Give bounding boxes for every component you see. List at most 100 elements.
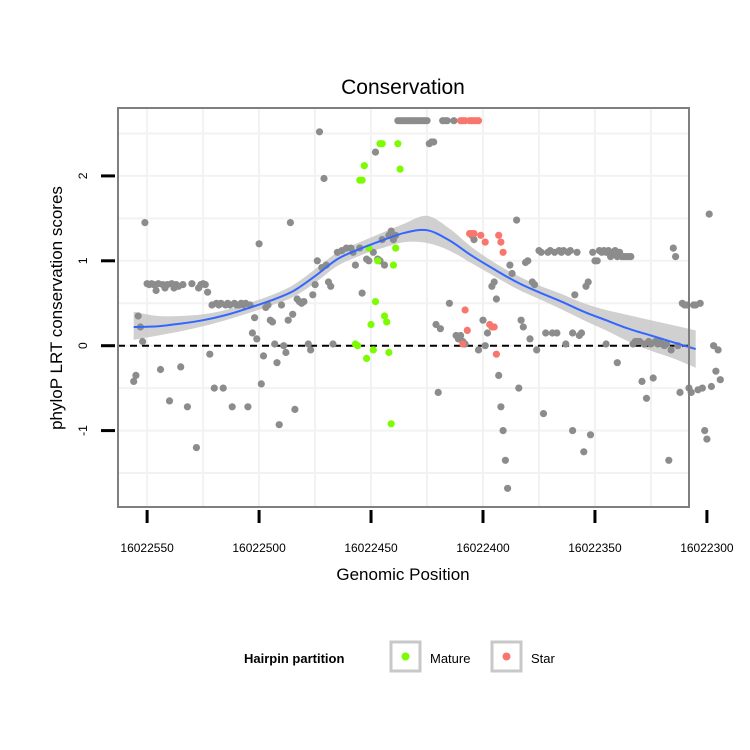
y-axis: -1 0 1 2 [76, 172, 115, 436]
data-point-other [369, 248, 377, 256]
data-point-other [483, 329, 492, 337]
data-point-other [304, 340, 312, 348]
legend-marker-star [502, 652, 511, 661]
data-point-other [436, 325, 444, 333]
data-point-other [667, 346, 675, 354]
x-tick-label: 16022350 [568, 541, 622, 555]
data-point-other [649, 374, 657, 382]
data-point-other [192, 444, 200, 452]
data-point-other [273, 359, 281, 367]
data-point-other [309, 291, 317, 299]
data-point-other [524, 257, 532, 265]
data-point-other [210, 384, 218, 392]
data-point-other [188, 280, 196, 288]
data-point-star [490, 323, 498, 331]
data-point-star [495, 231, 503, 239]
data-point-mature [354, 342, 362, 350]
x-axis-title: Genomic Position [336, 565, 469, 584]
data-point-other [580, 448, 588, 456]
data-point-other [589, 248, 597, 256]
data-point-other [179, 281, 187, 289]
data-point-mature [383, 318, 391, 326]
data-point-other [300, 298, 308, 306]
data-point-other [537, 248, 545, 256]
data-point-other [201, 281, 209, 289]
data-point-other [470, 236, 478, 244]
data-point-other [569, 329, 577, 337]
data-point-other [277, 301, 286, 309]
y-axis-title: phyloP LRT conservation scores [47, 186, 66, 430]
x-tick-label: 16022300 [680, 541, 734, 555]
series-star [457, 117, 507, 358]
data-point-other [712, 367, 720, 375]
data-point-mature [387, 420, 395, 428]
data-point-other [315, 128, 324, 136]
legend-label-mature: Mature [430, 651, 470, 666]
data-point-other [705, 210, 713, 218]
data-point-other [506, 261, 514, 269]
data-point-star [463, 326, 471, 334]
data-point-other [571, 291, 579, 299]
data-point-mature [374, 257, 382, 265]
data-point-other [479, 316, 487, 324]
data-point-other [672, 253, 680, 261]
data-point-other [457, 331, 465, 340]
data-point-mature [360, 162, 368, 170]
data-point-mature [389, 261, 397, 269]
data-point-other [669, 244, 677, 252]
data-point-other [665, 456, 673, 464]
panel-border [117, 107, 690, 508]
x-axis: 16022550 16022500 16022450 16022400 16022350… [120, 510, 734, 555]
data-point-other [530, 281, 539, 289]
data-point-other [495, 371, 503, 379]
data-point-other [481, 342, 489, 350]
data-point-other [716, 376, 724, 384]
data-point-star [461, 306, 469, 314]
data-point-other [638, 377, 646, 385]
data-point-other [508, 269, 516, 278]
data-point-other [380, 261, 389, 269]
x-tick-label: 16022450 [344, 541, 398, 555]
data-point-other [271, 340, 279, 348]
data-point-other [329, 340, 337, 348]
y-tick-label: 2 [76, 172, 90, 179]
data-points-layer [130, 117, 724, 492]
data-point-other [286, 219, 294, 227]
chart-title: Conservation [341, 76, 465, 99]
data-point-other [371, 148, 380, 156]
x-tick-label: 16022500 [232, 541, 286, 555]
data-point-star [497, 238, 505, 246]
data-point-mature [358, 176, 366, 184]
data-point-other [526, 335, 534, 343]
data-point-other [701, 427, 709, 435]
data-point-mature [369, 346, 377, 354]
data-point-other [566, 247, 574, 255]
data-point-other [320, 174, 328, 183]
data-point-other [613, 359, 621, 367]
data-point-other [443, 117, 451, 125]
data-point-other [553, 329, 561, 337]
legend: Hairpin partition Mature Star [244, 640, 556, 673]
data-point-other [676, 388, 684, 396]
data-point-other [490, 278, 498, 286]
data-point-mature [378, 140, 386, 148]
data-point-other [533, 346, 541, 354]
data-point-other [513, 216, 521, 224]
data-point-mature [396, 165, 404, 173]
y-tick-label: -1 [76, 425, 90, 436]
data-point-other [244, 403, 252, 411]
data-point-other [183, 403, 191, 411]
data-point-other [268, 318, 277, 326]
legend-item-star: Star [490, 640, 556, 673]
smooth-trend-line [133, 228, 696, 351]
x-tick-label: 16022400 [456, 541, 510, 555]
data-point-other [627, 253, 635, 261]
data-point-other [450, 117, 458, 125]
data-point-other [141, 219, 149, 227]
data-point-other [282, 348, 290, 357]
data-point-other [134, 312, 142, 320]
data-point-other [251, 314, 259, 322]
data-point-other [206, 350, 214, 358]
data-point-star [470, 230, 478, 238]
data-point-other [280, 342, 288, 350]
